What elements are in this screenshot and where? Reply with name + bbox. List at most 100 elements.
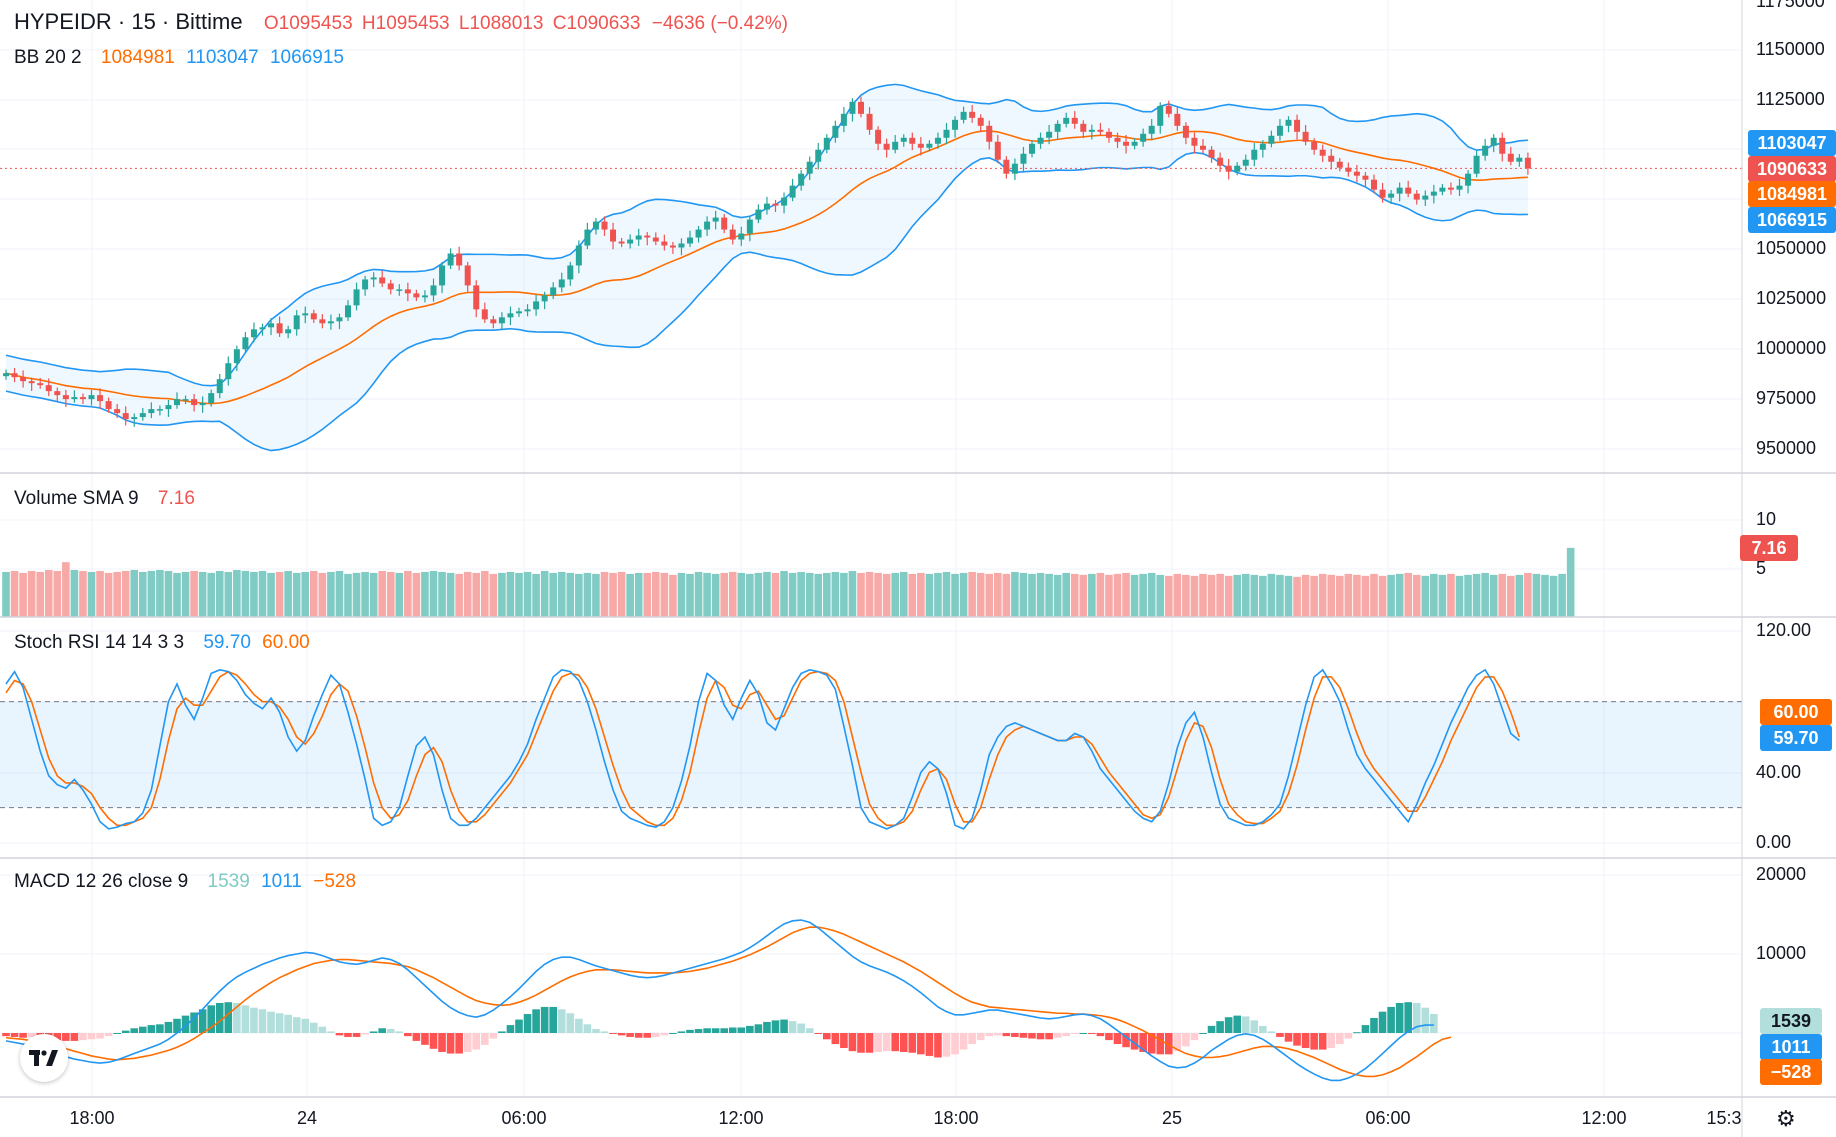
volume-bar — [104, 572, 113, 617]
macd-hist-bar — [1062, 1033, 1070, 1037]
volume-bar — [1489, 574, 1498, 617]
stoch-tick-0: 0.00 — [1756, 832, 1792, 852]
candle-body — [71, 397, 78, 400]
volume-bar — [481, 570, 489, 617]
volume-bar — [352, 572, 361, 617]
candle-body — [943, 129, 950, 138]
volume-bar — [1455, 575, 1464, 617]
volume-bar — [874, 572, 882, 617]
candle-body — [644, 235, 651, 238]
macd-hist-bar — [600, 1031, 609, 1033]
candle-body — [1447, 187, 1454, 190]
volume-bar — [985, 573, 994, 617]
macd-hist-bar — [609, 1033, 617, 1034]
candle-body — [866, 113, 873, 130]
macd-hist-bar — [429, 1033, 438, 1049]
stoch-legend[interactable]: Stoch RSI 14 14 3 3 59.70 60.00 — [14, 632, 310, 654]
volume-bar — [1011, 571, 1019, 617]
volume-bar — [1079, 574, 1088, 617]
volume-bar — [515, 572, 523, 617]
macd-hist-bar — [686, 1029, 694, 1033]
macd-hist-bar — [1147, 1033, 1156, 1054]
candle-body — [156, 409, 163, 411]
volume-bar — [746, 573, 754, 617]
symbol-legend[interactable]: HYPEIDR · 15 · Bittime O1095453 H1095453… — [14, 11, 788, 35]
volume-bar — [703, 572, 711, 617]
volume-bar — [455, 573, 463, 617]
candle-body — [960, 111, 967, 120]
candle-body — [1011, 163, 1018, 174]
macd-hist-bar — [746, 1025, 754, 1033]
bb-legend[interactable]: BB 20 2 1084981 1103047 1066915 — [14, 47, 344, 69]
volume-bar — [1028, 573, 1036, 617]
volume-bar — [233, 569, 241, 617]
macd-hist-bar — [1241, 1016, 1250, 1033]
gear-icon[interactable]: ⚙ — [1776, 1106, 1796, 1131]
candle-body — [464, 265, 471, 286]
candle-body — [849, 101, 856, 114]
candle-body — [567, 265, 574, 280]
macd-hist-bar — [455, 1033, 463, 1054]
macd-legend[interactable]: MACD 12 26 close 9 1539 1011 −528 — [14, 871, 356, 893]
volume-bar — [677, 572, 686, 617]
volume-bar — [634, 572, 643, 617]
candle-body — [11, 373, 18, 378]
grid-lines — [0, 0, 1742, 1097]
macd-hist-bar — [1036, 1033, 1045, 1040]
price-tick-1: 975000 — [1756, 388, 1817, 408]
macd-hist-bar — [549, 1006, 557, 1033]
volume-bar — [540, 570, 549, 617]
macd-hist-bar — [694, 1029, 703, 1033]
stoch-d-line — [5, 670, 1521, 827]
volume-bar — [917, 572, 925, 617]
macd-hist-bar — [327, 1031, 335, 1033]
bb-lower-value: 1066915 — [269, 47, 344, 68]
macd-hist-bar — [1353, 1032, 1361, 1034]
macd-hist-bar — [446, 1033, 455, 1054]
volume-bar — [130, 569, 139, 617]
time-tick-0: 18:00 — [69, 1108, 115, 1128]
candle-body — [550, 287, 557, 296]
tradingview-logo-icon[interactable] — [20, 1034, 68, 1082]
candle-body — [1200, 145, 1206, 150]
macd-hist-bar — [386, 1029, 395, 1033]
volume-bar — [147, 570, 156, 617]
stoch-tick-120: 120.00 — [1756, 620, 1812, 640]
volume-bar — [292, 572, 301, 617]
candle-body — [1208, 149, 1215, 158]
volume-bar — [643, 572, 652, 617]
candle-body — [772, 203, 779, 206]
volume-bar — [1233, 574, 1241, 617]
volume-bar — [1524, 572, 1532, 617]
macd-hist-bar — [164, 1021, 173, 1033]
time-tick-2: 06:00 — [501, 1108, 547, 1128]
candle-body — [1524, 157, 1531, 169]
bb-lower-line — [5, 151, 1528, 452]
candle-body — [1131, 141, 1138, 146]
macd-hist-bar — [1002, 1033, 1011, 1037]
volume-legend[interactable]: Volume SMA 9 7.16 — [14, 488, 195, 510]
volume-bar — [344, 573, 352, 617]
volume-label: Volume SMA 9 — [14, 488, 139, 509]
candle-body — [558, 279, 565, 288]
volume-bar — [164, 570, 173, 617]
macd-hist-bar — [1430, 1013, 1438, 1033]
candle-body — [1319, 149, 1326, 156]
candle-body — [952, 119, 959, 130]
volume-bar — [1062, 572, 1070, 617]
volume-bar — [207, 572, 215, 617]
macd-hist-bar — [198, 1009, 207, 1033]
volume-bar — [79, 570, 87, 617]
macd-signal-line — [5, 926, 1452, 1078]
price-change: −4636 (−0.42%) — [651, 13, 788, 34]
macd-hist-bar — [711, 1028, 720, 1033]
ohlc-open: O1095453 — [263, 13, 353, 34]
candle-body — [1097, 129, 1104, 132]
candle-body — [430, 285, 437, 296]
volume-bar — [617, 571, 626, 617]
symbol-title[interactable]: HYPEIDR · 15 · Bittime — [14, 9, 243, 34]
macd-hist-bar — [1293, 1033, 1301, 1046]
macd-hist-bar — [583, 1024, 592, 1033]
volume-bar — [10, 570, 19, 617]
